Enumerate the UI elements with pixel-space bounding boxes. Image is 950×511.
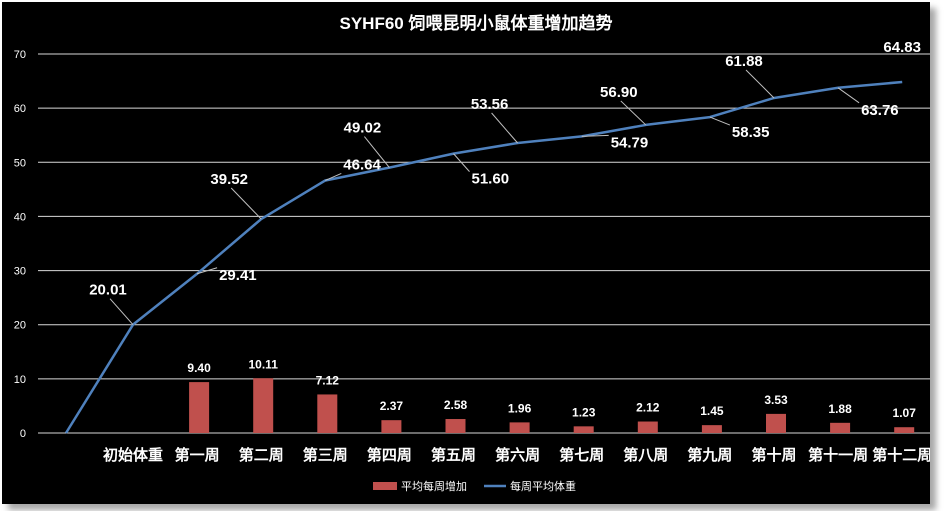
- line-value-label: 29.41: [219, 267, 257, 284]
- line-value-label: 54.79: [611, 134, 649, 151]
- bar-value-label: 9.40: [187, 361, 211, 375]
- bar-value-label: 7.12: [316, 373, 340, 387]
- x-category-label: 第二周: [239, 446, 284, 464]
- chart-frame: SYHF60 饲喂昆明小鼠体重增加趋势 9.40 10.11 7.12 2.37 2.5…: [2, 2, 930, 504]
- x-category-label: 第四周: [367, 446, 412, 464]
- line-value-label: 56.90: [600, 84, 638, 101]
- x-category-label: 初始体重: [103, 446, 163, 464]
- bar: [637, 421, 658, 433]
- leader-line: [196, 267, 218, 275]
- bar: [894, 427, 915, 433]
- legend: 平均每周增加 每周平均体重: [373, 479, 576, 493]
- bar: [253, 378, 274, 433]
- bar: [381, 420, 402, 433]
- chart: SYHF60 饲喂昆明小鼠体重增加趋势 9.40 10.11 7.12 2.37 2.5…: [14, 13, 930, 493]
- leader-line: [745, 69, 775, 99]
- bar: [701, 425, 722, 433]
- bar-value-label: 3.53: [764, 393, 788, 407]
- bar-value-label: 1.88: [828, 402, 852, 416]
- y-tick-label: 30: [14, 266, 26, 278]
- bar-value-label: 1.07: [893, 406, 917, 420]
- bar: [317, 394, 338, 433]
- line-value-label: 58.35: [732, 124, 770, 141]
- bar-value-label: 1.45: [700, 404, 724, 418]
- x-category-label: 第六周: [495, 446, 540, 464]
- bar-value-label: 2.37: [380, 399, 404, 413]
- x-category-label: 第七周: [559, 446, 604, 464]
- legend-label-line: 每周平均体重: [510, 479, 576, 493]
- line-value-label: 20.01: [89, 282, 127, 299]
- leader-line: [325, 173, 342, 181]
- bar-value-label: 10.11: [249, 357, 279, 371]
- y-tick-label: 0: [20, 428, 26, 440]
- leader-line: [109, 298, 134, 325]
- legend-swatch-bar: [373, 482, 397, 490]
- bar: [573, 426, 594, 433]
- x-category-label: 第八周: [623, 446, 668, 464]
- bar: [189, 382, 210, 433]
- bar-value-label: 2.12: [636, 401, 660, 415]
- leader-line: [491, 112, 518, 144]
- line-value-label: 61.88: [725, 53, 763, 70]
- x-category-label: 第九周: [687, 446, 732, 464]
- bar-value-label: 1.23: [572, 405, 596, 419]
- line-value-label: 53.56: [471, 96, 509, 113]
- bar-series: [189, 378, 915, 433]
- data-labels: 9.40 10.11 7.12 2.37 2.58 1.96 1.23 2.12 1.45 3.5…: [89, 39, 921, 420]
- axis-labels: 0 10 20 30 40 50 60 70 初始体重 第一周 第二周 第三周 第四周 第五周 第六周 第七周…: [14, 49, 930, 464]
- leader-line: [620, 100, 647, 126]
- line-value-label: 63.76: [861, 102, 899, 119]
- leader-line: [364, 136, 390, 168]
- legend-label-bar: 平均每周增加: [401, 479, 467, 493]
- bar-value-label: 1.96: [508, 401, 532, 415]
- leader-line: [581, 134, 609, 137]
- line-value-label: 39.52: [210, 171, 248, 188]
- leader-line: [709, 116, 731, 126]
- bar: [509, 422, 530, 433]
- leader-line: [453, 153, 470, 172]
- x-category-label: 第五周: [431, 446, 476, 464]
- line-value-label: 49.02: [344, 120, 382, 137]
- line-series: [64, 80, 903, 434]
- x-category-label: 第十周: [751, 446, 796, 464]
- bar-value-label: 2.58: [444, 398, 468, 412]
- bar: [830, 422, 851, 433]
- line-value-label: 51.60: [472, 171, 510, 188]
- x-category-label: 第一周: [175, 446, 220, 464]
- y-tick-label: 40: [14, 211, 26, 223]
- chart-title: SYHF60 饲喂昆明小鼠体重增加趋势: [340, 13, 613, 33]
- leader-line: [230, 187, 262, 220]
- x-category-label: 第十二周: [872, 446, 930, 464]
- bar: [766, 413, 786, 433]
- line-value-label: 46.64: [343, 156, 381, 173]
- bar: [445, 419, 466, 433]
- line-value-label: 64.83: [883, 39, 921, 56]
- x-category-label: 第三周: [303, 446, 348, 464]
- x-category-label: 第十一周: [808, 446, 868, 464]
- y-tick-label: 10: [14, 374, 26, 386]
- line-path: [64, 80, 903, 434]
- y-tick-label: 70: [14, 49, 26, 61]
- gridlines: [38, 53, 930, 434]
- y-tick-label: 50: [14, 157, 26, 169]
- y-tick-label: 20: [14, 320, 26, 332]
- leader-line: [837, 87, 860, 104]
- y-tick-label: 60: [14, 103, 26, 115]
